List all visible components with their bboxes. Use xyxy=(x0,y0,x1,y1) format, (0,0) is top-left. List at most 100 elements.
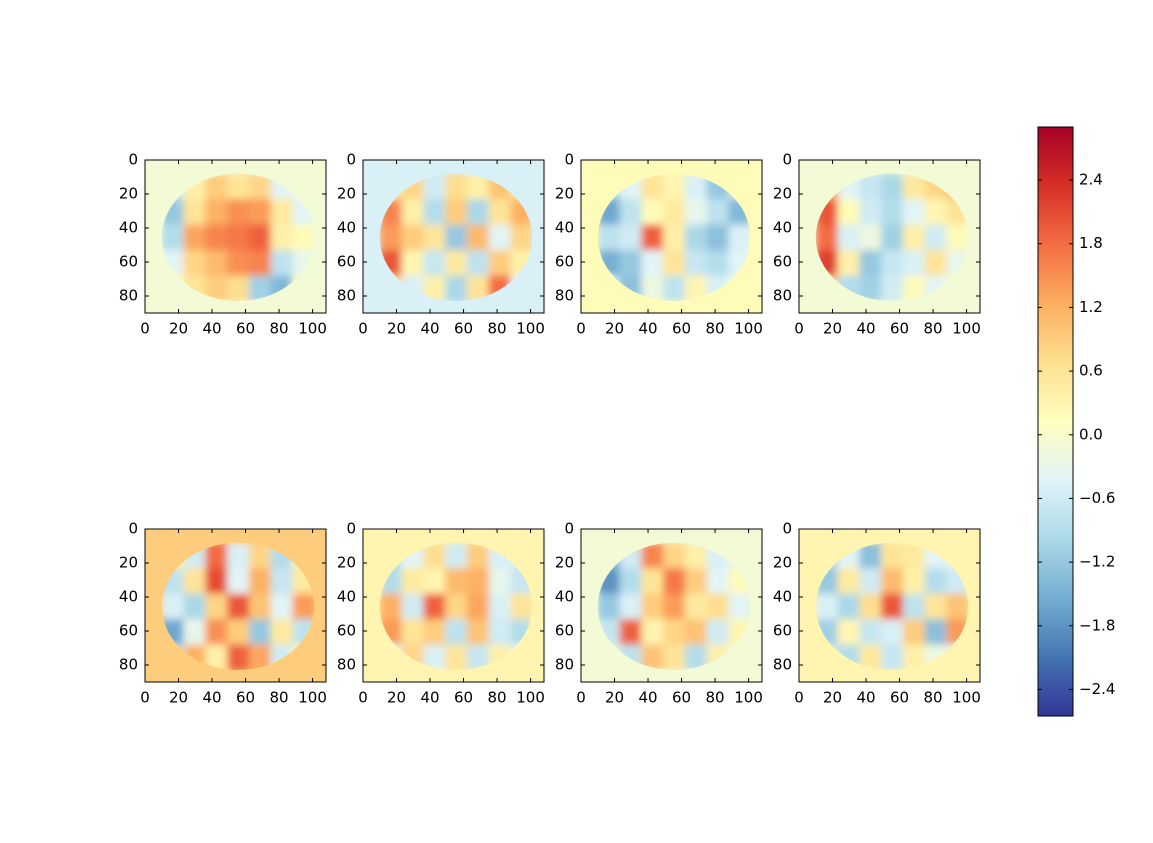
cell xyxy=(379,224,403,251)
cell xyxy=(445,619,468,646)
cell xyxy=(684,250,708,277)
cell xyxy=(619,250,642,277)
cell xyxy=(292,593,315,620)
x-tick-label: 80 xyxy=(924,320,943,338)
axes-frame xyxy=(362,159,545,314)
x-tick-label: 60 xyxy=(236,320,255,338)
cell xyxy=(183,250,206,277)
cell xyxy=(423,199,446,226)
brain xyxy=(597,542,751,671)
cell xyxy=(728,593,751,620)
y-tick-label: 80 xyxy=(555,287,574,305)
cell xyxy=(902,275,926,302)
x-tick-label: 0 xyxy=(576,689,586,707)
y-tick-label: 60 xyxy=(555,253,574,271)
axes-frame xyxy=(798,159,981,314)
cell xyxy=(466,644,490,671)
cell xyxy=(641,224,664,251)
y-tick-label: 80 xyxy=(337,656,356,674)
axes-frame xyxy=(798,528,981,683)
cell xyxy=(161,224,185,251)
x-tick-label: 40 xyxy=(420,320,439,338)
x-tick-label: 0 xyxy=(140,689,150,707)
y-tick-label: 40 xyxy=(555,219,574,237)
colorbar-frame xyxy=(1037,126,1074,717)
y-tick-label: 20 xyxy=(119,185,138,203)
x-tick-label: 60 xyxy=(454,689,473,707)
y-tick-label: 20 xyxy=(555,554,574,572)
cell xyxy=(423,542,446,569)
cell xyxy=(619,224,642,251)
cell xyxy=(663,593,686,620)
cell xyxy=(466,173,490,200)
cell xyxy=(205,224,228,251)
cell xyxy=(641,593,664,620)
cell xyxy=(248,593,272,620)
x-tick-label: 20 xyxy=(169,320,188,338)
y-tick-label: 40 xyxy=(773,219,792,237)
cell xyxy=(423,173,446,200)
cell xyxy=(924,250,947,277)
colorbar-tick-label: 0.0 xyxy=(1079,425,1103,443)
cells xyxy=(379,173,533,302)
y-tick-label: 60 xyxy=(773,253,792,271)
y-tick-label: 80 xyxy=(119,656,138,674)
y-tick-label: 40 xyxy=(119,588,138,606)
cell xyxy=(227,250,250,277)
y-tick-label: 60 xyxy=(337,622,356,640)
x-tick-label: 60 xyxy=(236,689,255,707)
cell xyxy=(248,199,272,226)
y-tick-label: 0 xyxy=(128,151,138,169)
y-tick-label: 20 xyxy=(337,185,356,203)
cell xyxy=(248,644,272,671)
cell xyxy=(663,173,686,200)
cell xyxy=(270,593,293,620)
cell xyxy=(401,199,424,226)
x-tick-label: 80 xyxy=(270,320,289,338)
cell xyxy=(466,619,490,646)
cell xyxy=(466,199,490,226)
y-tick-label: 0 xyxy=(564,151,574,169)
cell xyxy=(881,199,904,226)
cell xyxy=(881,542,904,569)
cell xyxy=(205,644,228,671)
cell xyxy=(183,619,206,646)
subplot: 0 20 40 60 80 100 0 20 40 60 80 xyxy=(119,520,327,707)
cell xyxy=(466,275,490,302)
cell xyxy=(924,568,947,595)
cell xyxy=(946,593,969,620)
brain xyxy=(379,542,533,671)
cell xyxy=(423,568,446,595)
cell xyxy=(270,199,293,226)
cell xyxy=(902,250,926,277)
x-tick-label: 0 xyxy=(794,689,804,707)
brain xyxy=(161,173,315,302)
cell xyxy=(445,542,468,569)
cell xyxy=(227,644,250,671)
x-tick-label: 20 xyxy=(605,689,624,707)
x-tick-label: 80 xyxy=(488,320,507,338)
axes-frame xyxy=(580,528,763,683)
cell xyxy=(837,619,860,646)
cell xyxy=(837,250,860,277)
cell xyxy=(445,275,468,302)
x-tick-label: 40 xyxy=(202,320,221,338)
brain xyxy=(161,542,315,671)
cells xyxy=(815,173,969,302)
cell xyxy=(684,644,708,671)
brain xyxy=(379,173,533,302)
cell xyxy=(510,224,533,251)
x-tick-label: 20 xyxy=(605,320,624,338)
cell xyxy=(706,568,729,595)
subplot: 0 20 40 60 80 100 0 20 40 60 80 xyxy=(337,520,545,707)
cell xyxy=(881,593,904,620)
cell xyxy=(859,542,882,569)
colorbar-tick-label: −0.6 xyxy=(1079,489,1115,507)
subplot: 0 20 40 60 80 100 0 20 40 60 80 xyxy=(119,151,327,338)
x-tick-label: 20 xyxy=(387,689,406,707)
cell xyxy=(815,224,839,251)
y-tick-label: 0 xyxy=(346,520,356,538)
cell xyxy=(837,568,860,595)
cell xyxy=(706,593,729,620)
cell xyxy=(684,568,708,595)
